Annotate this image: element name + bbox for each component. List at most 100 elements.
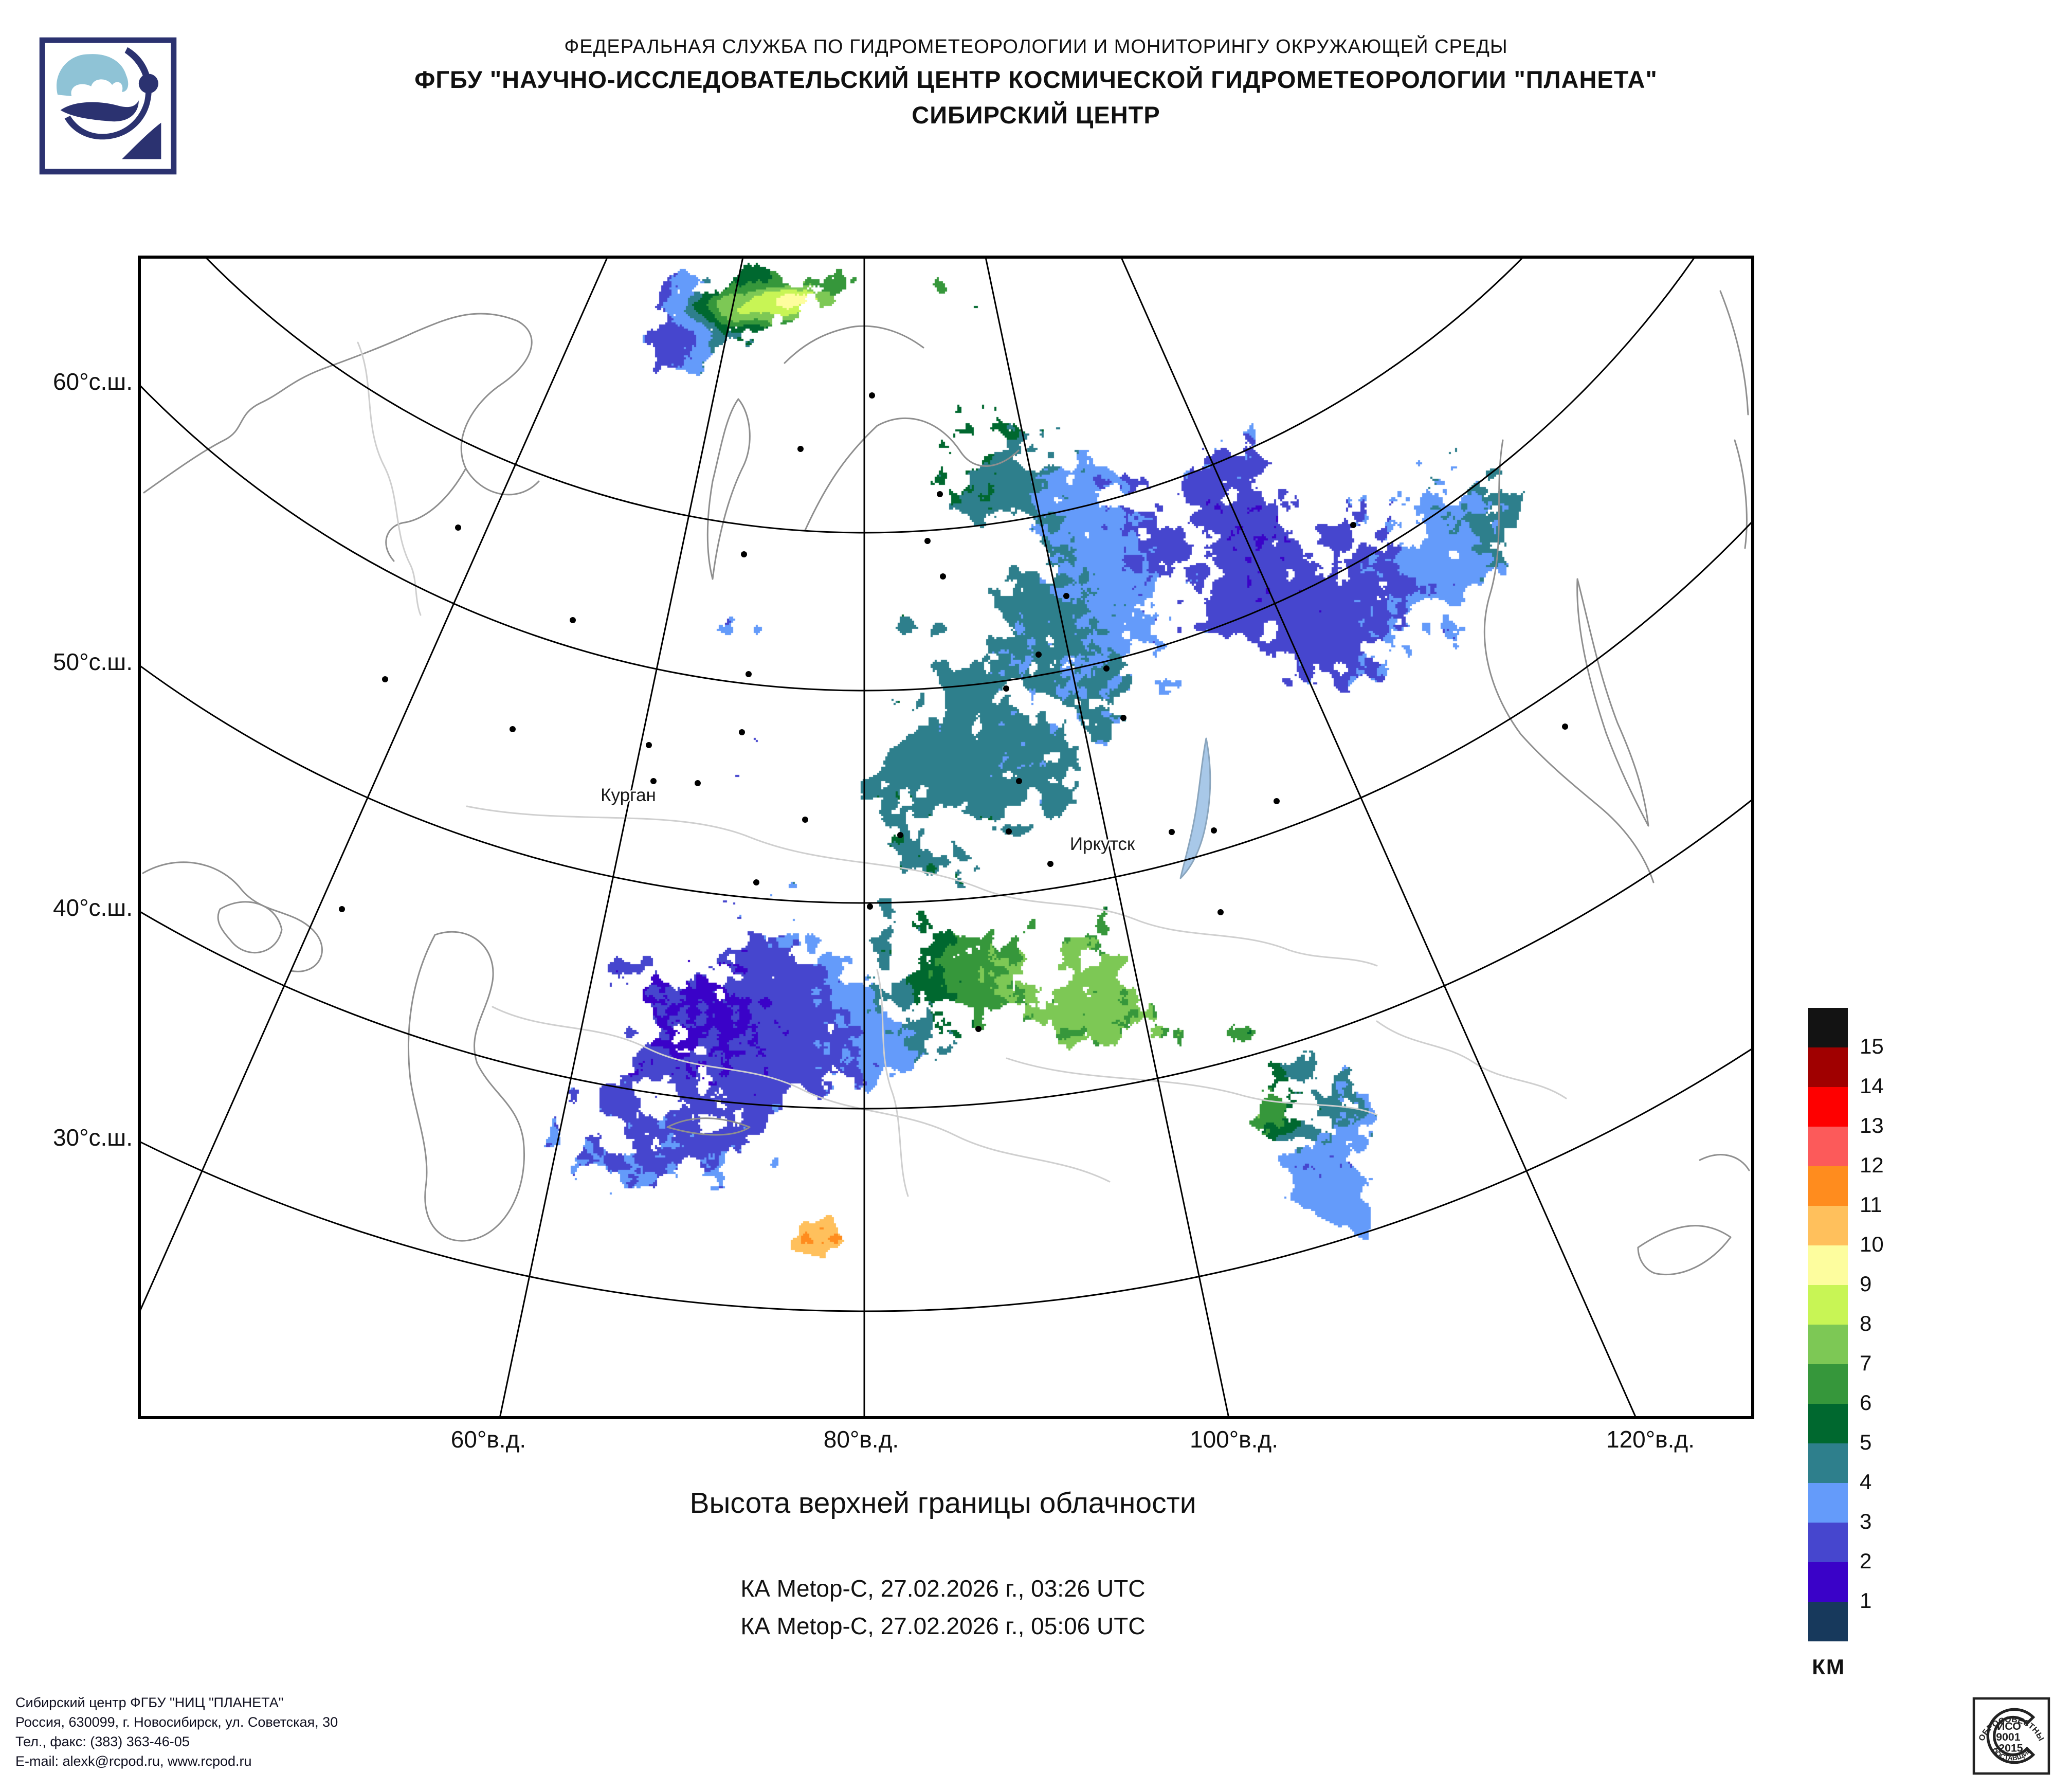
legend-value: 1 bbox=[1860, 1588, 1872, 1613]
lat-label: 60°с.ш. bbox=[52, 368, 133, 395]
map-line bbox=[217, 901, 283, 954]
map-line bbox=[1719, 290, 1749, 415]
legend-band bbox=[1808, 1047, 1848, 1087]
map-line bbox=[876, 969, 909, 1197]
map-line bbox=[385, 467, 467, 562]
map-line bbox=[666, 1117, 751, 1136]
map-line bbox=[1637, 1225, 1732, 1276]
legend-value: 13 bbox=[1860, 1113, 1884, 1137]
city-dot bbox=[897, 832, 903, 838]
map-line bbox=[466, 805, 1378, 967]
legend-value: 9 bbox=[1860, 1272, 1872, 1296]
city-dot bbox=[1047, 861, 1053, 867]
meridian bbox=[1121, 259, 1637, 1416]
svg-text:-2015: -2015 bbox=[1995, 1742, 2023, 1754]
city-dot bbox=[1063, 593, 1069, 599]
logo-satellite-icon bbox=[138, 74, 158, 94]
city-dot bbox=[646, 742, 652, 748]
city-label: Иркутск bbox=[1069, 834, 1135, 854]
svg-text:ИСО: ИСО bbox=[1997, 1720, 2021, 1732]
city-dot bbox=[1103, 665, 1110, 672]
city-dot bbox=[940, 573, 946, 580]
city-dot bbox=[1169, 829, 1175, 835]
legend-value: 11 bbox=[1860, 1192, 1882, 1217]
legend-band bbox=[1808, 1245, 1848, 1285]
meridian bbox=[985, 259, 1229, 1416]
legend-band bbox=[1808, 1008, 1848, 1047]
header-agency: ФЕДЕРАЛЬНАЯ СЛУЖБА ПО ГИДРОМЕТЕОРОЛОГИИ … bbox=[564, 36, 1508, 58]
map-line bbox=[1734, 439, 1748, 549]
footer-line: Тел., факс: (383) 363-46-05 bbox=[15, 1734, 190, 1749]
footer-line: Россия, 630099, г. Новосибирск, ул. Сове… bbox=[15, 1714, 338, 1730]
map-line bbox=[1006, 1057, 1378, 1116]
legend-colorbar: 15 14 13 12 11 10 9 8 7 6 5 4 3 2 1 bbox=[1808, 1008, 1884, 1641]
legend-value: 3 bbox=[1860, 1509, 1872, 1533]
legend-value: 4 bbox=[1860, 1470, 1872, 1494]
logo-wave-icon bbox=[60, 100, 139, 122]
map-line bbox=[1576, 578, 1649, 827]
lon-label: 60°в.д. bbox=[450, 1426, 526, 1453]
legend-band bbox=[1808, 1285, 1848, 1325]
legend-unit: КМ bbox=[1812, 1655, 1845, 1679]
map-line bbox=[143, 313, 540, 496]
svg-text:9001: 9001 bbox=[1996, 1731, 2020, 1743]
city-dot bbox=[1350, 522, 1356, 528]
lat-label: 30°с.ш. bbox=[52, 1124, 133, 1151]
legend-band bbox=[1808, 1404, 1848, 1443]
map-line bbox=[1699, 1154, 1750, 1171]
city-dot bbox=[1211, 827, 1217, 834]
footer-line: Сибирский центр ФГБУ "НИЦ "ПЛАНЕТА" bbox=[15, 1695, 284, 1710]
map-frame: ДиксонСабетаНорильскИгаркаСалехардТуруха… bbox=[138, 256, 1754, 1419]
city-dot bbox=[1562, 723, 1568, 730]
city-dot bbox=[455, 524, 461, 531]
map-line bbox=[706, 398, 751, 580]
parallel-30 bbox=[141, 1048, 1751, 1312]
lat-label: 40°с.ш. bbox=[52, 894, 133, 921]
city-dot bbox=[1016, 778, 1022, 784]
lon-label: 80°в.д. bbox=[823, 1426, 899, 1453]
legend-value: 12 bbox=[1860, 1153, 1884, 1177]
city-dot bbox=[339, 906, 345, 912]
parallel-70 bbox=[206, 259, 1522, 533]
legend-band bbox=[1808, 1443, 1848, 1483]
legend-value: 15 bbox=[1860, 1034, 1884, 1058]
logo-triangle-icon bbox=[122, 122, 161, 159]
graticule-overlay bbox=[141, 259, 1751, 1416]
legend-band bbox=[1808, 1483, 1848, 1523]
city-dot bbox=[753, 879, 759, 885]
parallel-50 bbox=[141, 521, 1751, 903]
legend-value: 8 bbox=[1860, 1311, 1872, 1335]
city-dot bbox=[1006, 828, 1012, 835]
legend-value: 2 bbox=[1860, 1549, 1872, 1573]
logo-cloud-icon bbox=[56, 54, 129, 96]
city-dot bbox=[739, 729, 745, 735]
satellite-pass-1: КА Metop-C, 27.02.2026 г., 03:26 UTC bbox=[740, 1575, 1146, 1602]
city-dot bbox=[650, 778, 657, 784]
lat-label: 50°с.ш. bbox=[52, 648, 133, 675]
legend-value: 5 bbox=[1860, 1430, 1872, 1454]
legend-band bbox=[1808, 1562, 1848, 1602]
map-title: Высота верхней границы облачности bbox=[689, 1487, 1196, 1519]
legend-band bbox=[1808, 1127, 1848, 1166]
map-line bbox=[407, 931, 525, 1242]
legend-band bbox=[1808, 1325, 1848, 1364]
meridian bbox=[141, 259, 608, 1311]
legend-value: 7 bbox=[1860, 1351, 1872, 1375]
stamp-c-glyph bbox=[1986, 1708, 2035, 1764]
legend-value: 10 bbox=[1860, 1232, 1884, 1256]
legend-band bbox=[1808, 1602, 1848, 1641]
city-dot bbox=[510, 726, 516, 732]
legend-band bbox=[1808, 1206, 1848, 1245]
city-dot bbox=[802, 817, 808, 823]
map-line bbox=[142, 861, 323, 972]
legend-band bbox=[1808, 1087, 1848, 1127]
legend-value: 6 bbox=[1860, 1390, 1872, 1415]
city-dot bbox=[975, 1026, 982, 1032]
city-dot bbox=[867, 903, 873, 910]
legend-band bbox=[1808, 1166, 1848, 1206]
map-line bbox=[357, 341, 422, 616]
legend-band bbox=[1808, 1523, 1848, 1562]
city-dot bbox=[924, 538, 931, 544]
city-dot bbox=[1120, 715, 1126, 721]
